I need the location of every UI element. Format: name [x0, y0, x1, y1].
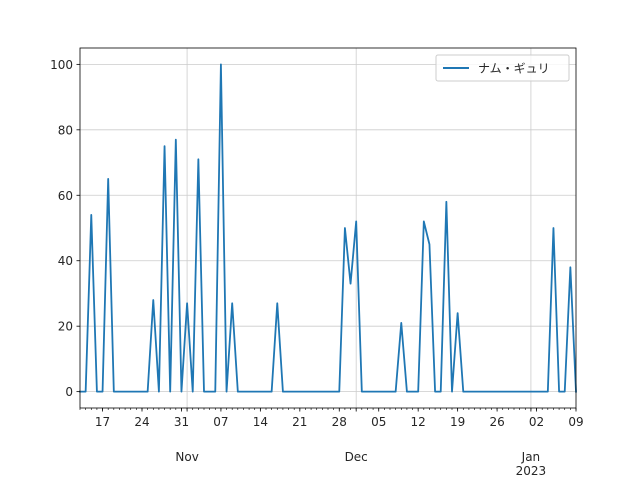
y-axis: 0 20 40 60 80 100 [50, 58, 80, 399]
y-tick-label: 100 [50, 58, 73, 72]
x-tick-label: 07 [213, 415, 228, 429]
x-tick-label: 26 [489, 415, 504, 429]
plot-area [80, 48, 576, 408]
y-tick-label: 0 [65, 385, 73, 399]
x-tick-label: 09 [568, 415, 583, 429]
legend-box [435, 54, 570, 82]
x-tick-label: 17 [95, 415, 110, 429]
x-tick-label: 31 [174, 415, 189, 429]
x-tick-label: 21 [292, 415, 307, 429]
legend-label: ナム・ギュリ [478, 62, 550, 76]
legend: ナム・ギュリ [435, 54, 570, 82]
x-tick-label: 24 [134, 415, 149, 429]
y-tick-label: 80 [58, 123, 73, 137]
x-month-label: Dec [345, 450, 368, 464]
x-tick-label: 14 [253, 415, 268, 429]
x-tick-label: 05 [371, 415, 386, 429]
y-tick-label: 20 [58, 320, 73, 334]
x-tick-label: 28 [332, 415, 347, 429]
x-tick-label: 19 [450, 415, 465, 429]
x-year-label: 2023 [516, 464, 547, 478]
x-tick-label: 02 [529, 415, 544, 429]
series-layer [79, 63, 577, 393]
x-month-label: Nov [175, 450, 198, 464]
y-tick-label: 40 [58, 254, 73, 268]
y-tick-label: 60 [58, 189, 73, 203]
x-tick-label: 12 [411, 415, 426, 429]
series-line [79, 63, 577, 393]
x-month-label: Jan [521, 450, 541, 464]
